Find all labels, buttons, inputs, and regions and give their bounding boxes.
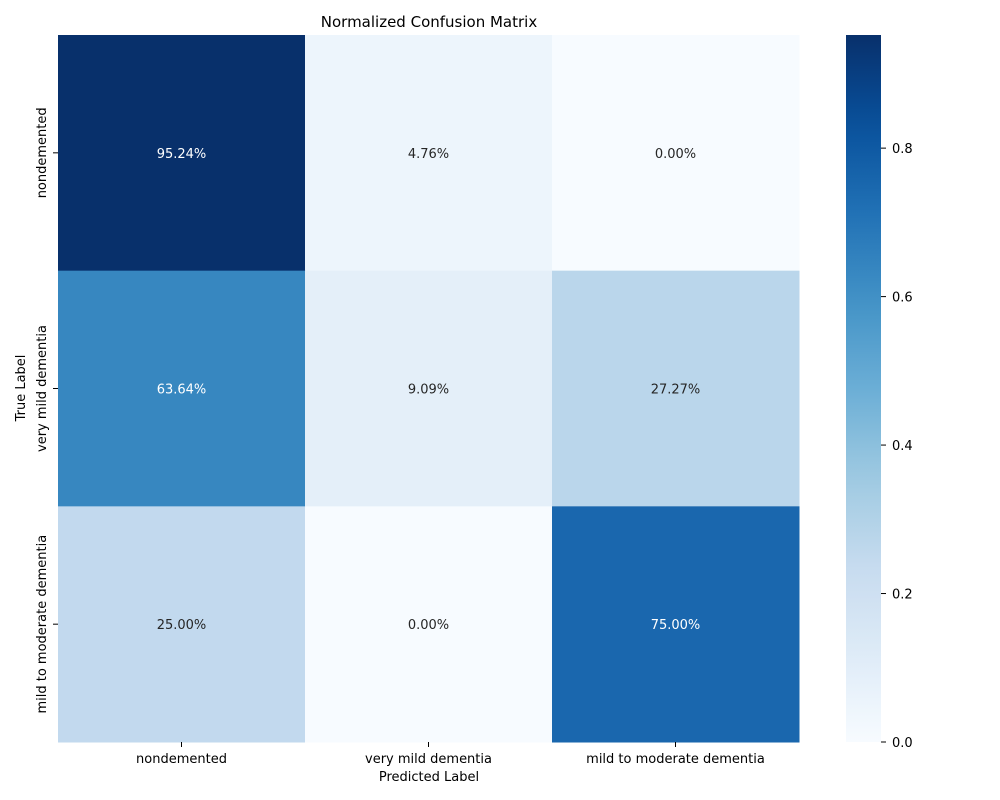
colorbar-tick-label: 0.8 bbox=[892, 142, 913, 157]
x-axis-ticks: nondemented very mild dementia mild to mod… bbox=[136, 742, 765, 767]
x-tick-label: nondemented bbox=[136, 752, 227, 767]
cell-value-label: 25.00% bbox=[157, 618, 207, 633]
heatmap-cell bbox=[305, 35, 553, 272]
y-tick-label: nondemented bbox=[35, 107, 50, 198]
y-axis-ticks: nondemented very mild dementia mild to mod… bbox=[35, 107, 58, 714]
chart-title: Normalized Confusion Matrix bbox=[321, 13, 538, 31]
cell-value-label: 75.00% bbox=[651, 618, 701, 633]
cell-value-label: 63.64% bbox=[157, 383, 207, 398]
heatmap-cell bbox=[552, 35, 800, 272]
colorbar-tick-label: 0.2 bbox=[892, 588, 913, 603]
heatmap-cell bbox=[305, 270, 553, 507]
colorbar-tick-label: 0.6 bbox=[892, 291, 913, 306]
y-axis-label: True Label bbox=[14, 355, 29, 423]
colorbar bbox=[846, 35, 881, 742]
colorbar-ticks: 0.0 0.2 0.4 0.6 0.8 bbox=[881, 142, 913, 751]
cell-value-label: 4.76% bbox=[408, 147, 449, 162]
heatmap-cell bbox=[305, 506, 553, 743]
cell-value-label: 9.09% bbox=[408, 383, 449, 398]
x-tick-label: very mild dementia bbox=[365, 752, 492, 767]
cell-value-label: 0.00% bbox=[655, 147, 696, 162]
cell-value-label: 27.27% bbox=[651, 383, 701, 398]
heatmap-cells bbox=[58, 35, 800, 743]
y-tick-label: mild to moderate dementia bbox=[35, 535, 50, 714]
heatmap-cell bbox=[552, 506, 800, 743]
heatmap-cell bbox=[58, 270, 306, 507]
heatmap-cell bbox=[58, 506, 306, 743]
colorbar-tick-label: 0.0 bbox=[892, 736, 913, 751]
colorbar-tick-label: 0.4 bbox=[892, 439, 913, 454]
cell-value-label: 0.00% bbox=[408, 618, 449, 633]
x-axis-label: Predicted Label bbox=[379, 770, 479, 785]
heatmap-cell bbox=[58, 35, 306, 272]
cell-value-label: 95.24% bbox=[157, 147, 207, 162]
heatmap-cell bbox=[552, 270, 800, 507]
y-tick-label: very mild dementia bbox=[35, 325, 50, 452]
x-tick-label: mild to moderate dementia bbox=[586, 752, 765, 767]
heatmap-cell-labels: 95.24% 4.76% 0.00% 63.64% 9.09% 27.27% 25.00% 0… bbox=[157, 147, 701, 633]
